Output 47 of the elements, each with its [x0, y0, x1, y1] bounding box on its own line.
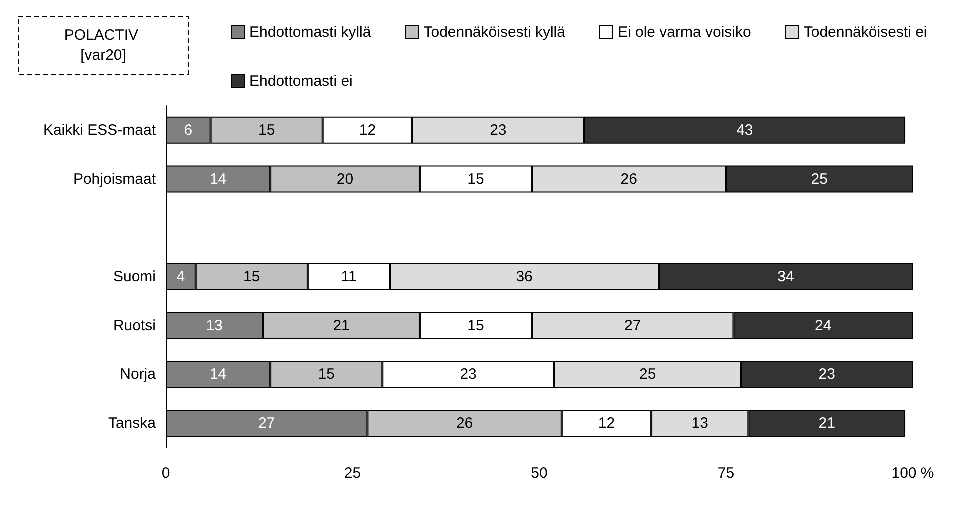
- legend-label: Ei ole varma voisiko: [618, 24, 752, 41]
- x-tick-label: 100 %: [892, 465, 934, 482]
- x-tick-label: 25: [344, 465, 362, 482]
- data-label: 43: [736, 122, 754, 139]
- data-label: 13: [692, 415, 708, 432]
- data-label: 12: [598, 415, 616, 432]
- data-label: 14: [210, 170, 227, 188]
- y-tick-label: Ruotsi: [113, 317, 156, 334]
- x-tick-label: 0: [162, 465, 170, 482]
- data-label: 23: [460, 366, 477, 384]
- data-label: 14: [210, 366, 227, 384]
- y-tick-label: Tanska: [108, 415, 157, 432]
- legend-label: Todennäköisesti ei: [804, 24, 928, 41]
- legend-label: Ehdottomasti kyllä: [250, 24, 372, 41]
- data-label: 4: [176, 268, 186, 286]
- y-tick-label: Pohjoismaat: [73, 170, 157, 188]
- data-label: 25: [811, 170, 828, 188]
- data-label: 34: [778, 268, 794, 286]
- x-tick-label: 75: [718, 465, 735, 482]
- data-label: 36: [516, 268, 533, 286]
- data-label: 15: [244, 268, 260, 286]
- data-label: 13: [206, 317, 223, 334]
- data-label: 24: [815, 317, 832, 334]
- data-label: 15: [468, 170, 484, 188]
- data-label: 27: [258, 415, 276, 432]
- data-label: 21: [818, 415, 836, 432]
- data-label: 15: [468, 317, 484, 334]
- data-label: 11: [341, 268, 357, 286]
- legend-label: Ehdottomasti ei: [250, 73, 353, 90]
- legend-label: Todennäköisesti kyllä: [424, 24, 566, 41]
- data-label: 20: [336, 170, 354, 188]
- data-label: 25: [639, 366, 656, 384]
- data-label: 15: [258, 122, 276, 139]
- data-label: 26: [456, 415, 474, 432]
- y-tick-label: Kaikki ESS-maat: [43, 122, 157, 139]
- data-label: 23: [818, 366, 836, 384]
- data-label: 6: [184, 122, 193, 139]
- y-tick-label: Suomi: [113, 268, 156, 286]
- data-label: 12: [359, 122, 376, 139]
- legend-title: POLACTIV [var20]: [64, 27, 143, 64]
- data-label: 27: [624, 317, 642, 334]
- data-label: 21: [333, 317, 350, 334]
- x-tick-label: 50: [531, 465, 548, 482]
- data-label: 26: [620, 170, 638, 188]
- y-tick-label: Norja: [120, 366, 157, 384]
- data-label: 15: [318, 366, 335, 384]
- data-label: 23: [490, 122, 507, 139]
